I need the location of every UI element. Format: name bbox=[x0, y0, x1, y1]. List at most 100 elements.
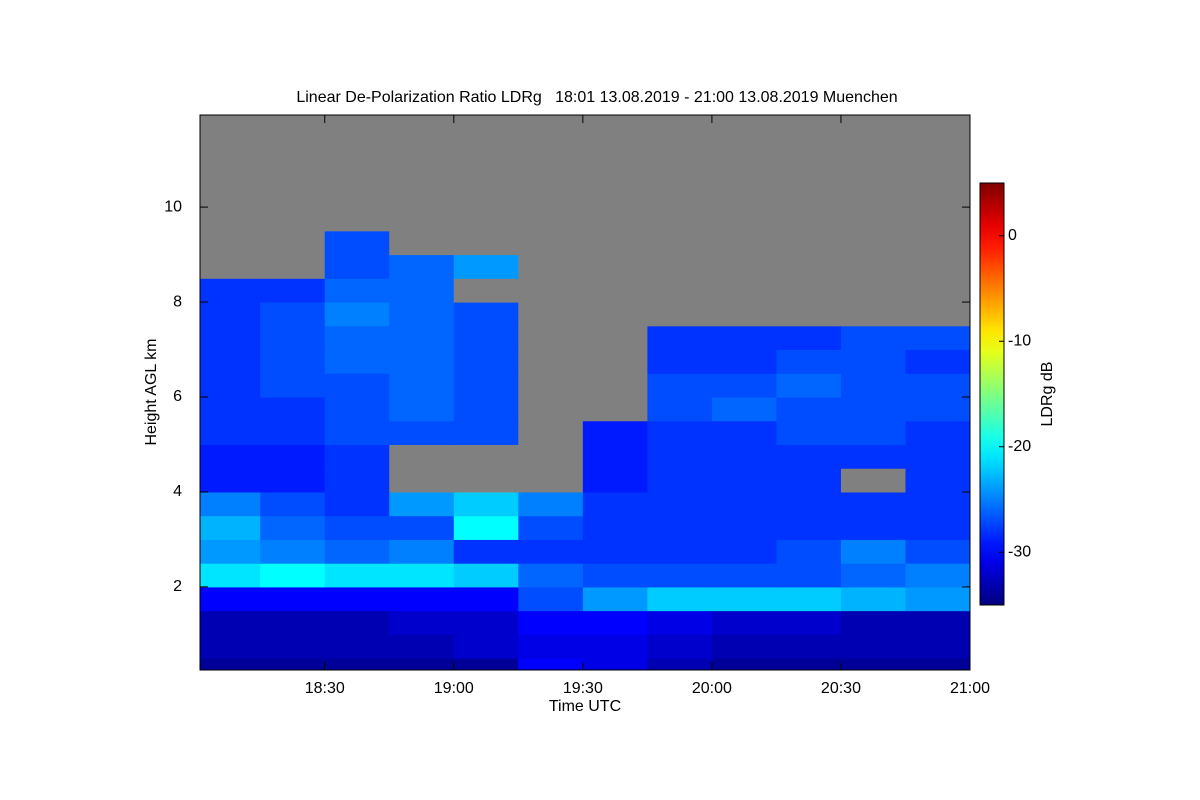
heatmap-cell bbox=[389, 397, 455, 422]
heatmap-cell bbox=[582, 254, 648, 279]
heatmap-cell bbox=[711, 349, 777, 374]
heatmap-cell bbox=[200, 658, 261, 670]
x-axis-label: Time UTC bbox=[549, 698, 621, 715]
heatmap-cell bbox=[453, 491, 519, 517]
heatmap-cell bbox=[647, 325, 713, 351]
heatmap-cell bbox=[776, 563, 842, 588]
heatmap-cell bbox=[776, 159, 842, 184]
heatmap-cell bbox=[200, 373, 261, 398]
heatmap-cell bbox=[711, 135, 777, 161]
heatmap-cell bbox=[840, 278, 906, 303]
heatmap-cell bbox=[711, 373, 777, 398]
heatmap-cell bbox=[905, 397, 970, 422]
colorbar-tick-label: -20 bbox=[1008, 438, 1031, 455]
x-tick-label: 19:00 bbox=[434, 680, 474, 697]
heatmap-cell bbox=[389, 444, 455, 469]
heatmap-cell bbox=[518, 468, 584, 493]
heatmap-cell bbox=[647, 183, 713, 208]
heatmap-cell bbox=[200, 115, 261, 137]
y-axis-label: Height AGL km bbox=[143, 338, 160, 445]
heatmap-cell bbox=[711, 230, 777, 256]
heatmap-cell bbox=[453, 230, 519, 256]
heatmap-cell bbox=[389, 230, 455, 256]
heatmap-cell bbox=[260, 373, 326, 398]
heatmap-cell bbox=[840, 254, 906, 279]
heatmap-cell bbox=[518, 373, 584, 398]
heatmap-cell bbox=[647, 586, 713, 612]
heatmap-cell bbox=[518, 397, 584, 422]
heatmap-cell bbox=[453, 373, 519, 398]
heatmap-cell bbox=[905, 159, 970, 184]
heatmap-cell bbox=[711, 634, 777, 659]
heatmap-cell bbox=[840, 115, 906, 137]
heatmap-cell bbox=[518, 515, 584, 540]
heatmap-cell bbox=[200, 468, 261, 493]
heatmap-cell bbox=[260, 230, 326, 256]
y-tick-label: 10 bbox=[164, 198, 182, 215]
chart-title: Linear De-Polarization Ratio LDRg 18:01 … bbox=[296, 89, 897, 106]
heatmap-cell bbox=[582, 397, 648, 422]
heatmap-cell bbox=[711, 397, 777, 422]
heatmap-cell bbox=[711, 302, 777, 327]
heatmap-cell bbox=[453, 586, 519, 612]
heatmap-cell bbox=[260, 563, 326, 588]
heatmap-cell bbox=[647, 349, 713, 374]
heatmap-cell bbox=[260, 397, 326, 422]
heatmap-cell bbox=[840, 634, 906, 659]
heatmap-cell bbox=[840, 539, 906, 564]
heatmap-cell bbox=[518, 563, 584, 588]
heatmap-cell bbox=[776, 183, 842, 208]
heatmap-cell bbox=[200, 159, 261, 184]
heatmap-cell bbox=[776, 586, 842, 612]
heatmap-cell bbox=[260, 254, 326, 279]
heatmap-cell bbox=[776, 135, 842, 161]
heatmap-cell bbox=[582, 658, 648, 670]
heatmap-cell bbox=[905, 468, 970, 493]
heatmap-cell bbox=[711, 254, 777, 279]
y-tick-label: 6 bbox=[173, 388, 182, 405]
heatmap-cell bbox=[840, 444, 906, 469]
heatmap-cell bbox=[389, 349, 455, 374]
colorbar bbox=[979, 182, 1005, 606]
colorbar-tick-label: -10 bbox=[1008, 332, 1031, 349]
heatmap-cell bbox=[711, 658, 777, 670]
heatmap-cell bbox=[776, 302, 842, 327]
heatmap-cell bbox=[647, 207, 713, 232]
heatmap-cell bbox=[453, 610, 519, 635]
heatmap-cell bbox=[840, 373, 906, 398]
heatmap-cell bbox=[260, 468, 326, 493]
heatmap-cell bbox=[324, 586, 390, 612]
heatmap-cell bbox=[647, 230, 713, 256]
heatmap-cell bbox=[582, 207, 648, 232]
heatmap-cell bbox=[840, 563, 906, 588]
heatmap-cell bbox=[389, 159, 455, 184]
heatmap-cell bbox=[260, 610, 326, 635]
heatmap-cell bbox=[840, 207, 906, 232]
heatmap-cell bbox=[647, 658, 713, 670]
heatmap-cell bbox=[905, 586, 970, 612]
heatmap-cell bbox=[453, 349, 519, 374]
heatmap-cell bbox=[324, 135, 390, 161]
heatmap-cell bbox=[389, 302, 455, 327]
heatmap-cell bbox=[905, 515, 970, 540]
heatmap-cell bbox=[582, 634, 648, 659]
heatmap-cell bbox=[776, 278, 842, 303]
heatmap-cell bbox=[518, 325, 584, 351]
heatmap-cell bbox=[582, 278, 648, 303]
heatmap-cell bbox=[582, 444, 648, 469]
heatmap-cell bbox=[711, 115, 777, 137]
heatmap-cell bbox=[776, 539, 842, 564]
y-tick-label: 4 bbox=[173, 483, 182, 500]
heatmap-cell bbox=[776, 658, 842, 670]
heatmap bbox=[200, 115, 970, 670]
heatmap-cell bbox=[840, 420, 906, 445]
heatmap-cell bbox=[905, 491, 970, 517]
heatmap-cell bbox=[260, 634, 326, 659]
heatmap-cell bbox=[905, 207, 970, 232]
heatmap-cell bbox=[324, 468, 390, 493]
heatmap-cell bbox=[324, 302, 390, 327]
heatmap-cell bbox=[389, 278, 455, 303]
heatmap-cell bbox=[389, 491, 455, 517]
heatmap-cell bbox=[200, 230, 261, 256]
